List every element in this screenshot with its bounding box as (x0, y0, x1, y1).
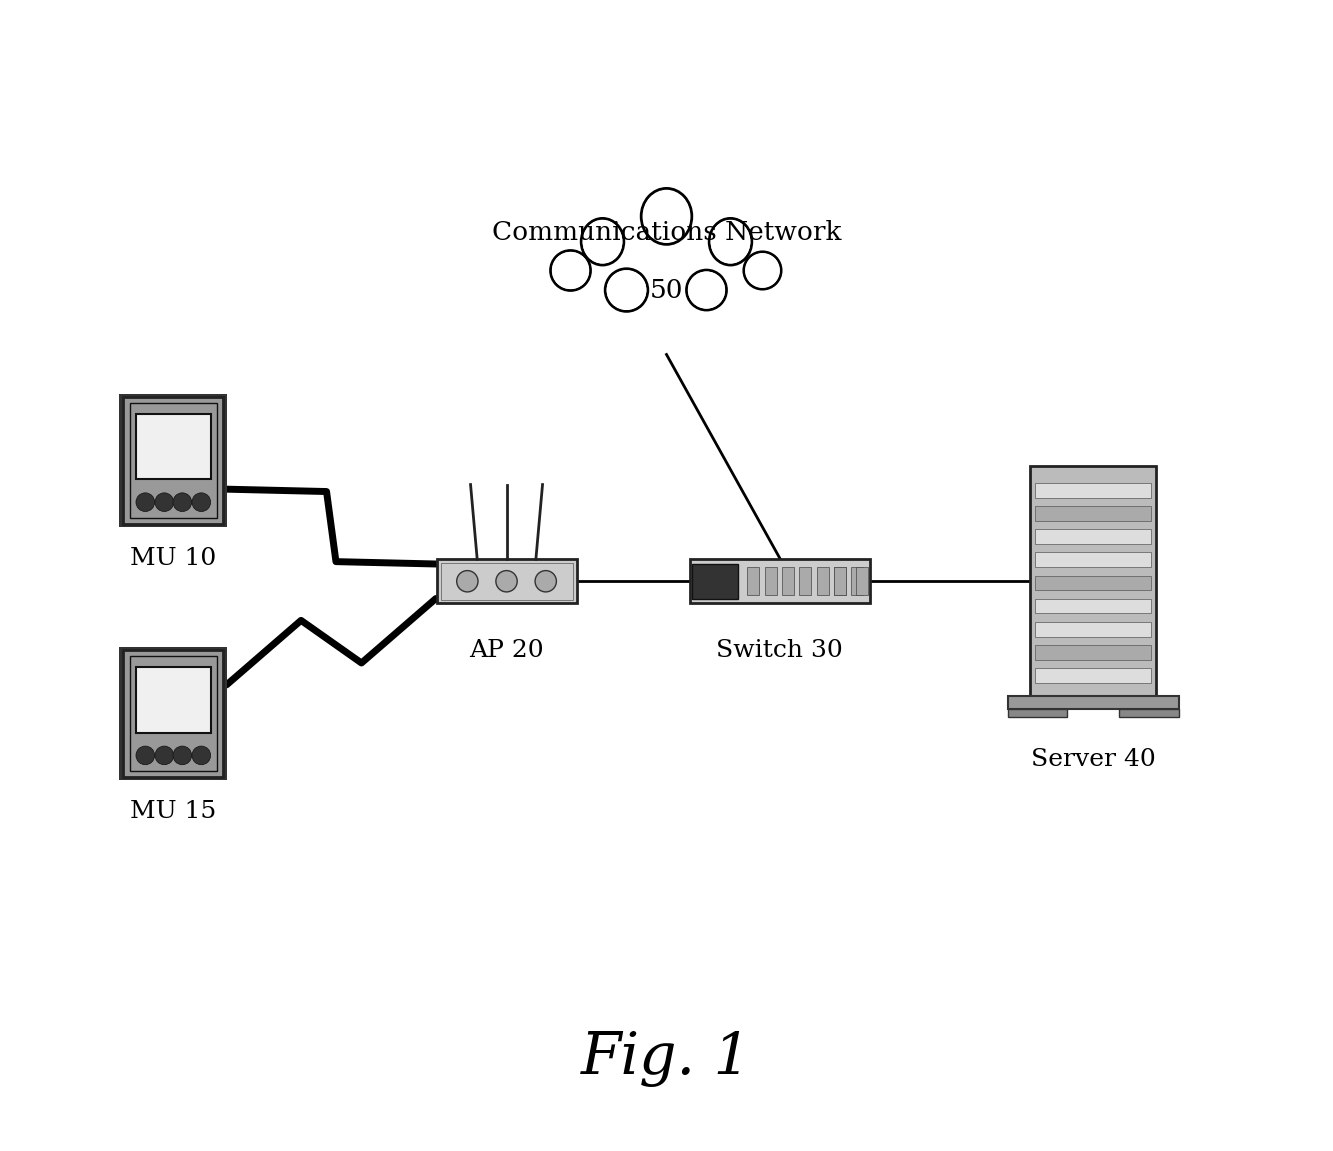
Bar (817, 567, 829, 595)
Ellipse shape (136, 746, 155, 764)
Bar (782, 567, 794, 595)
Bar (1034, 552, 1150, 567)
Text: MU 10: MU 10 (131, 547, 216, 570)
Bar (120, 647, 227, 780)
Ellipse shape (583, 220, 623, 264)
Bar (1034, 668, 1150, 683)
Bar (834, 567, 845, 595)
Bar (131, 403, 216, 518)
Bar (440, 563, 573, 600)
Ellipse shape (155, 746, 173, 764)
Bar (131, 656, 216, 771)
Ellipse shape (643, 190, 690, 243)
Ellipse shape (155, 493, 173, 511)
Ellipse shape (710, 220, 750, 264)
Ellipse shape (173, 493, 192, 511)
Ellipse shape (496, 571, 517, 592)
Ellipse shape (709, 219, 752, 265)
Ellipse shape (192, 493, 211, 511)
Ellipse shape (688, 272, 725, 308)
Ellipse shape (457, 571, 479, 592)
Bar (856, 567, 869, 595)
Bar (800, 567, 812, 595)
Bar (1034, 576, 1150, 590)
Bar (693, 564, 738, 599)
Ellipse shape (551, 251, 591, 290)
Bar (123, 650, 223, 777)
Bar (834, 567, 846, 595)
Ellipse shape (607, 270, 647, 310)
Ellipse shape (686, 270, 726, 310)
Bar (765, 567, 777, 595)
Text: AP 20: AP 20 (469, 639, 544, 662)
Ellipse shape (641, 189, 692, 244)
Text: MU 15: MU 15 (131, 800, 216, 823)
Bar (748, 567, 760, 595)
Bar (690, 559, 870, 603)
Ellipse shape (552, 252, 589, 289)
Bar (1008, 709, 1068, 717)
Ellipse shape (745, 253, 780, 288)
Bar (437, 559, 577, 603)
Bar (1118, 709, 1178, 717)
Bar (1034, 599, 1150, 613)
Bar (1008, 696, 1178, 709)
Ellipse shape (192, 746, 211, 764)
Text: 50: 50 (649, 277, 684, 303)
Ellipse shape (136, 493, 155, 511)
Bar (1034, 483, 1150, 498)
Ellipse shape (581, 219, 624, 265)
Ellipse shape (605, 268, 648, 312)
Bar (123, 397, 223, 524)
Text: Communications Network: Communications Network (492, 220, 841, 245)
Bar (852, 567, 864, 595)
Text: Switch 30: Switch 30 (716, 639, 844, 662)
Bar (1030, 466, 1157, 696)
Bar (1034, 622, 1150, 637)
Bar (1034, 645, 1150, 660)
Bar (1034, 529, 1150, 544)
Ellipse shape (173, 746, 192, 764)
Ellipse shape (744, 252, 781, 289)
Bar (136, 666, 211, 733)
Bar (120, 394, 227, 527)
Text: Server 40: Server 40 (1030, 748, 1156, 771)
Ellipse shape (535, 571, 556, 592)
Bar (1034, 506, 1150, 521)
Bar (136, 413, 211, 480)
Text: Fig. 1: Fig. 1 (581, 1030, 752, 1088)
